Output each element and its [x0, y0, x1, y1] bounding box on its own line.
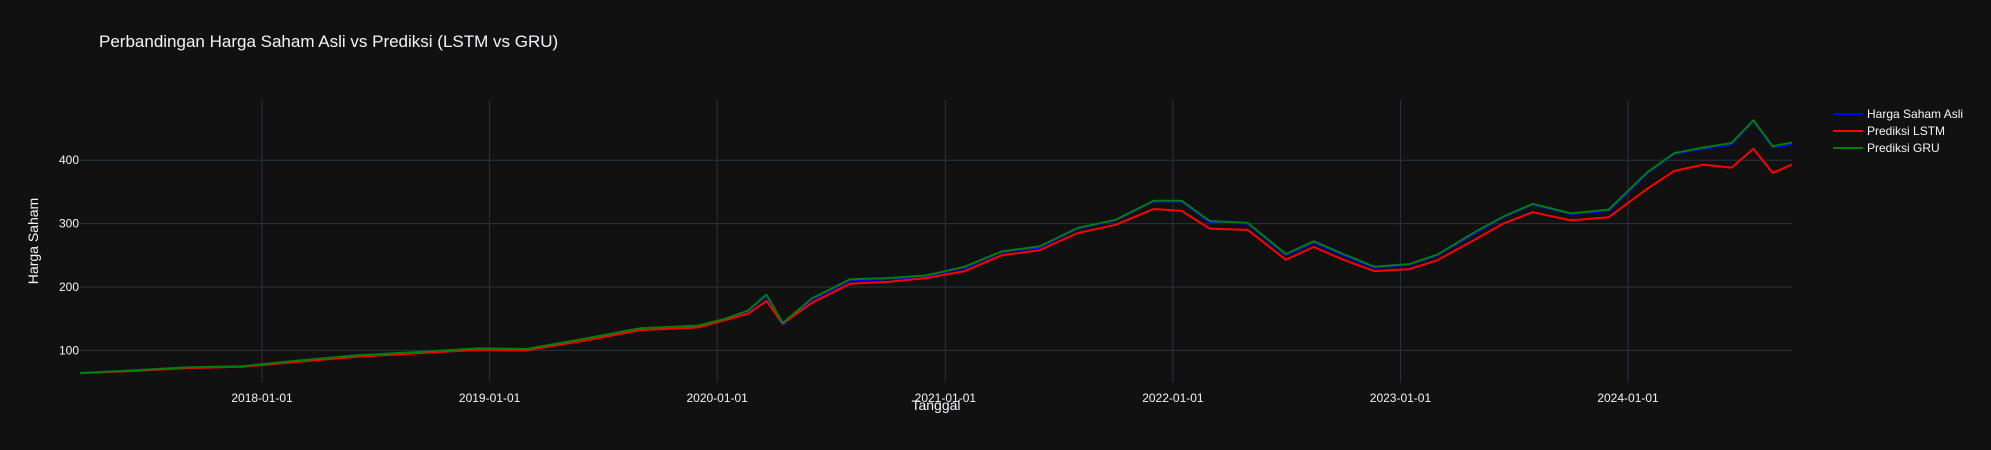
series-lines — [79, 119, 1793, 375]
x-tick-label: 2023-01-01 — [1370, 391, 1432, 405]
grid-lines — [80, 100, 1792, 382]
legend-label[interactable]: Prediksi GRU — [1867, 141, 1940, 155]
series-line-gru — [79, 119, 1793, 375]
y-tick-label: 200 — [59, 280, 79, 294]
x-tick-label: 2022-01-01 — [1142, 391, 1204, 405]
legend: Harga Saham Asli Prediksi LSTM Prediksi GR… — [1833, 107, 1963, 155]
chart-title: Perbandingan Harga Saham Asli vs Prediks… — [99, 32, 559, 51]
y-axis-title: Harga Saham — [25, 198, 41, 284]
x-tick-label: 2021-01-01 — [915, 391, 977, 405]
legend-label[interactable]: Harga Saham Asli — [1867, 107, 1963, 121]
y-tick-label: 400 — [59, 153, 79, 167]
x-tick-label: 2019-01-01 — [459, 391, 521, 405]
legend-label[interactable]: Prediksi LSTM — [1867, 124, 1945, 138]
y-tick-label: 100 — [59, 343, 79, 357]
y-axis-ticks: 100 200 300 400 — [59, 153, 79, 357]
series-line-asli — [79, 119, 1793, 375]
x-tick-label: 2018-01-01 — [231, 391, 293, 405]
x-tick-label: 2024-01-01 — [1597, 391, 1659, 405]
x-axis-title: Tanggal — [911, 397, 960, 413]
y-tick-label: 300 — [59, 217, 79, 231]
x-axis-ticks: 2018-01-01 2019-01-01 2020-01-01 2021-01-01… — [231, 391, 1659, 405]
series-line-lstm — [79, 147, 1793, 375]
x-tick-label: 2020-01-01 — [686, 391, 748, 405]
